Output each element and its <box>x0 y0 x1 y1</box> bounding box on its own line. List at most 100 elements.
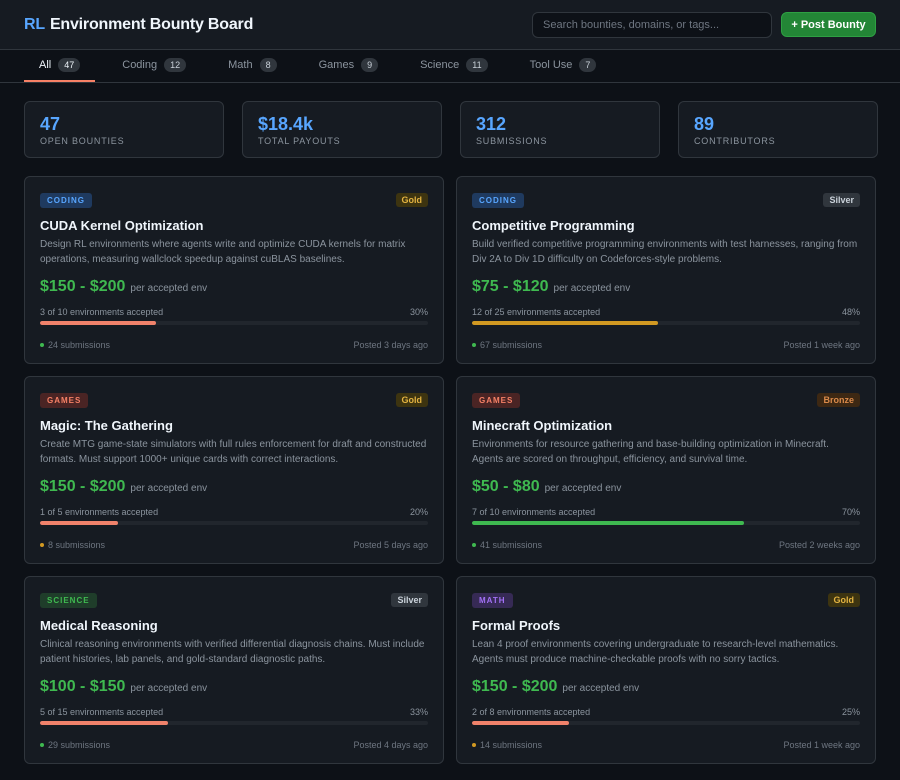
price-suffix: per accepted env <box>553 283 631 294</box>
posted-date: Posted 4 days ago <box>353 740 428 750</box>
price-row: $150 - $200 per accepted env <box>40 478 428 496</box>
progress-bar-fill <box>472 321 659 325</box>
tab-label: Tool Use <box>529 59 573 71</box>
bounty-card[interactable]: GAMES Bronze Minecraft Optimization Environ… <box>456 376 876 564</box>
bounty-description: Design RL environments where agents writ… <box>40 239 406 265</box>
submissions-info: 24 submissions <box>40 340 110 350</box>
progress-row: 5 of 15 environments accepted 33% <box>40 707 428 717</box>
card-header-row: GAMES Bronze <box>472 392 860 408</box>
bounty-title[interactable]: Medical Reasoning <box>40 618 158 633</box>
post-bounty-button[interactable]: + Post Bounty <box>781 12 876 37</box>
tab-count-badge: 12 <box>164 58 187 72</box>
card-header-row: SCIENCE Silver <box>40 592 428 608</box>
stats-row: 47 OPEN BOUNTIES $18.4k TOTAL PAYOUTS 312 SUB… <box>0 83 900 158</box>
stat-value: 89 <box>694 114 715 134</box>
posted-date: Posted 1 week ago <box>783 340 860 350</box>
bounty-description: Lean 4 proof environments covering under… <box>472 639 839 665</box>
progress-percent: 25% <box>841 707 860 717</box>
submissions-info: 41 submissions <box>472 540 542 550</box>
progress-bar <box>472 521 860 525</box>
card-footer: 29 submissions Posted 4 days ago <box>40 740 428 750</box>
bounty-description: Clinical reasoning environments with ver… <box>40 639 425 665</box>
tab-count-badge: 8 <box>259 58 277 72</box>
submissions-count: 8 submissions <box>48 540 106 550</box>
submissions-info: 67 submissions <box>472 340 542 350</box>
progress-text: 2 of 8 environments accepted <box>472 707 591 717</box>
category-tag[interactable]: SCIENCE <box>40 592 97 608</box>
progress-bar <box>40 521 428 525</box>
tab-all[interactable]: All 47 <box>24 50 96 82</box>
bounty-price: $50 - $80 <box>472 478 540 495</box>
posted-date: Posted 3 days ago <box>353 340 428 350</box>
progress-row: 7 of 10 environments accepted 70% <box>472 507 860 517</box>
price-suffix: per accepted env <box>130 483 208 494</box>
tab-math[interactable]: Math 8 <box>213 50 291 82</box>
progress-text: 3 of 10 environments accepted <box>40 307 164 317</box>
bounty-price: $100 - $150 <box>40 678 126 695</box>
submissions-count: 29 submissions <box>48 740 111 750</box>
progress-percent: 70% <box>841 507 860 517</box>
progress-row: 2 of 8 environments accepted 25% <box>472 707 860 717</box>
stat-card-submissions: 312 SUBMISSIONS <box>460 101 660 158</box>
submissions-count: 14 submissions <box>480 740 543 750</box>
status-dot-icon <box>40 343 44 347</box>
bounty-card[interactable]: CODING Silver Competitive Programming Build… <box>456 176 876 364</box>
category-tag[interactable]: CODING <box>472 192 524 208</box>
posted-date: Posted 1 week ago <box>783 740 860 750</box>
submissions-info: 14 submissions <box>472 740 542 750</box>
bounty-title[interactable]: Magic: The Gathering <box>40 418 173 433</box>
tab-games[interactable]: Games 9 <box>304 50 393 82</box>
category-tag[interactable]: GAMES <box>40 392 89 408</box>
bounty-title[interactable]: Formal Proofs <box>472 618 561 633</box>
bounty-card[interactable]: CODING Gold CUDA Kernel Optimization Design… <box>24 176 444 364</box>
progress-text: 12 of 25 environments accepted <box>472 307 601 317</box>
card-footer: 41 submissions Posted 2 weeks ago <box>472 540 860 550</box>
bounty-description: Create MTG game-state simulators with fu… <box>40 439 427 465</box>
card-header-row: CODING Gold <box>40 192 428 208</box>
search-input[interactable] <box>532 11 772 38</box>
category-tag[interactable]: CODING <box>40 192 92 208</box>
stat-value: 47 <box>40 114 61 134</box>
progress-text: 5 of 15 environments accepted <box>40 707 164 717</box>
submissions-info: 8 submissions <box>40 540 105 550</box>
stat-label: CONTRIBUTORS <box>694 136 776 146</box>
app-title: RL Environment Bounty Board <box>24 16 253 34</box>
price-row: $50 - $80 per accepted env <box>472 478 860 496</box>
card-footer: 24 submissions Posted 3 days ago <box>40 340 428 350</box>
progress-bar <box>40 321 428 325</box>
card-footer: 14 submissions Posted 1 week ago <box>472 740 860 750</box>
brand-title: Environment Bounty Board <box>49 15 254 33</box>
progress-percent: 20% <box>409 507 428 517</box>
category-tag[interactable]: MATH <box>472 592 513 608</box>
tab-coding[interactable]: Coding 12 <box>107 50 201 82</box>
progress-row: 3 of 10 environments accepted 30% <box>40 307 428 317</box>
progress-bar <box>40 721 428 725</box>
tier-badge: Gold <box>395 393 428 407</box>
price-suffix: per accepted env <box>130 683 208 694</box>
bounty-title[interactable]: Competitive Programming <box>472 218 635 233</box>
tab-science[interactable]: Science 11 <box>405 50 502 82</box>
status-dot-icon <box>40 743 44 747</box>
price-suffix: per accepted env <box>562 683 640 694</box>
tab-label: Math <box>228 59 253 71</box>
stat-card-contributors: 89 CONTRIBUTORS <box>678 101 878 158</box>
bounty-title[interactable]: Minecraft Optimization <box>472 418 613 433</box>
tier-badge: Silver <box>391 593 428 607</box>
bounty-title[interactable]: CUDA Kernel Optimization <box>40 218 204 233</box>
submissions-count: 24 submissions <box>48 340 111 350</box>
tier-badge: Gold <box>395 193 428 207</box>
bounty-card[interactable]: MATH Gold Formal Proofs Lean 4 proof enviro… <box>456 576 876 764</box>
bounty-price: $150 - $200 <box>472 678 558 695</box>
tab-tool-use[interactable]: Tool Use 7 <box>515 50 612 82</box>
category-tag[interactable]: GAMES <box>472 392 521 408</box>
progress-text: 7 of 10 environments accepted <box>472 507 596 517</box>
bounty-card[interactable]: GAMES Gold Magic: The Gathering Create MTG … <box>24 376 444 564</box>
card-footer: 67 submissions Posted 1 week ago <box>472 340 860 350</box>
tab-count-badge: 9 <box>361 58 379 72</box>
bounty-card[interactable]: SCIENCE Silver Medical Reasoning Clinical r… <box>24 576 444 764</box>
card-header-row: GAMES Gold <box>40 392 428 408</box>
tier-badge: Gold <box>827 593 860 607</box>
stat-value: 312 <box>476 114 507 134</box>
progress-row: 12 of 25 environments accepted 48% <box>472 307 860 317</box>
